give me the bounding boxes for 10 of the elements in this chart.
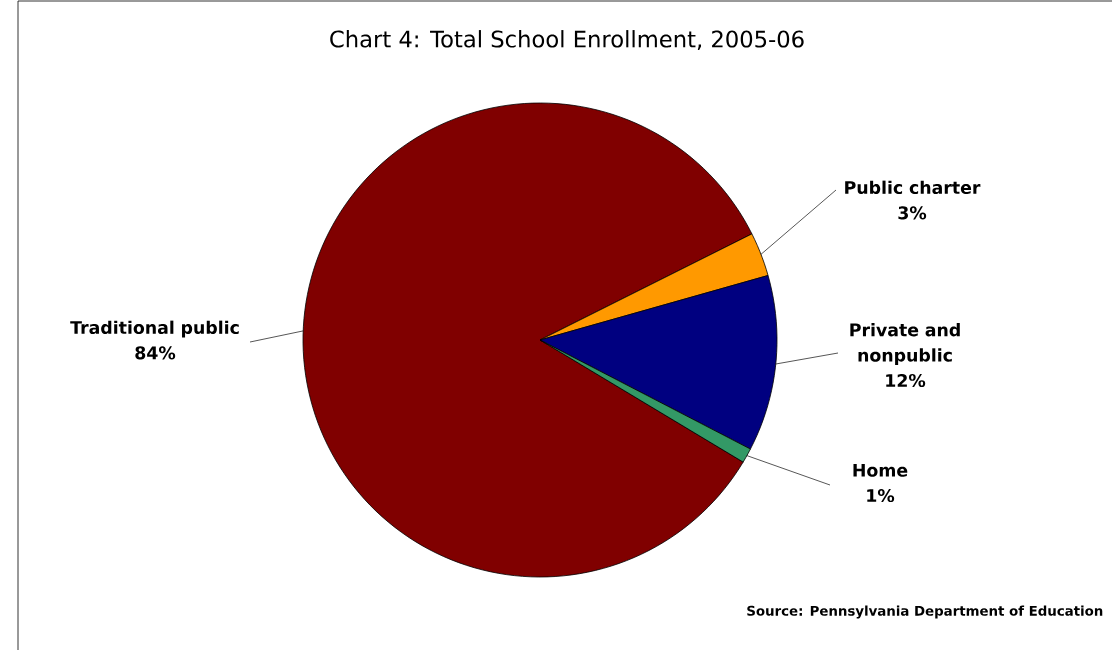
slice-label: Traditional public [70, 320, 239, 338]
data-label: 12% [886, 373, 926, 388]
legend-label: Home [853, 463, 908, 477]
source-note: Source: Pennsylvania Department of Education [747, 605, 1103, 619]
slice-label: Public charter [845, 180, 981, 195]
data-label: 84% [135, 346, 176, 360]
data-label: 3% [898, 206, 927, 220]
slice-label: Private and nonpublic [850, 322, 960, 366]
data-label: 1% [867, 489, 895, 503]
chart-title: Chart 4: Total School Enrollment, 2005-06 [330, 30, 804, 50]
